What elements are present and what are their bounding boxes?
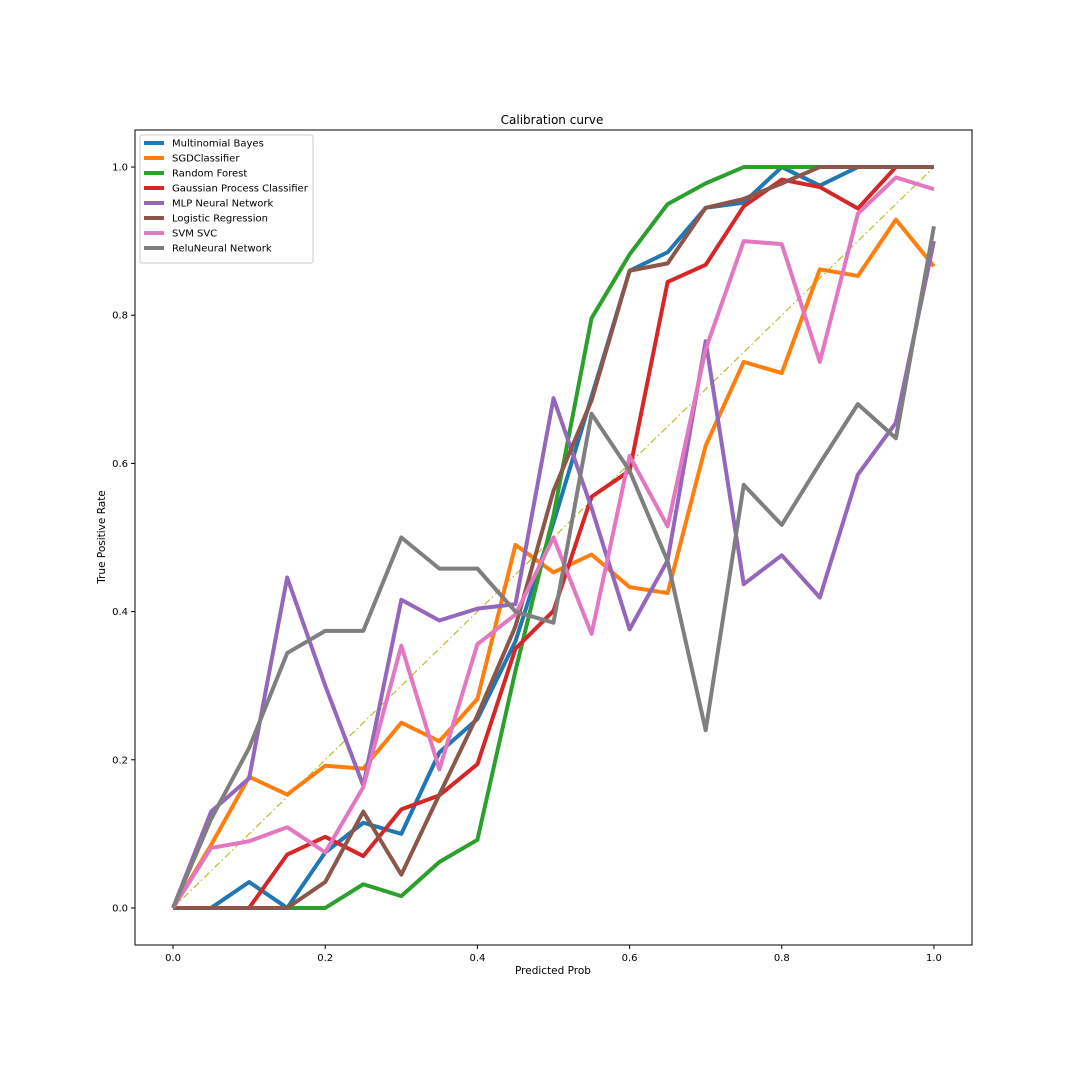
legend-entry: ReluNeural Network [144, 244, 272, 255]
y-tick-label: 0.8 [112, 311, 128, 322]
series-line-logistic-regression [173, 165, 934, 910]
legend-label: SGDClassifier [172, 154, 240, 165]
series-line-gaussian-process-classifier [173, 165, 934, 910]
legend-label: Multinomial Bayes [172, 139, 264, 150]
x-tick-label: 0.0 [165, 953, 181, 964]
legend-entry: Gaussian Process Classifier [144, 184, 309, 195]
y-tick-label: 0.0 [112, 903, 128, 914]
x-tick-label: 0.2 [317, 953, 333, 964]
legend: Multinomial Bayes SGDClassifier Random For… [139, 134, 314, 264]
y-axis-ticks: 0.0 0.2 0.4 0.6 0.8 1.0 [112, 163, 135, 914]
legend-label: Logistic Regression [172, 214, 268, 225]
x-tick-label: 0.4 [469, 953, 485, 964]
y-axis-label: True Positive Rate [96, 490, 108, 585]
series-line-random-forest [173, 165, 934, 910]
legend-entry: Multinomial Bayes [144, 139, 264, 150]
x-tick-label: 0.6 [622, 953, 638, 964]
series-line-reluneural-network [171, 225, 936, 909]
legend-entry: SVM SVC [144, 229, 217, 240]
y-tick-label: 0.6 [112, 459, 128, 470]
axes-frame [134, 129, 973, 946]
series-line-sgdclassifier [171, 217, 936, 909]
x-axis-ticks: 0.0 0.2 0.4 0.6 0.8 1.0 [165, 945, 942, 964]
legend-label: MLP Neural Network [172, 199, 274, 210]
y-tick-label: 1.0 [112, 163, 128, 174]
legend-entry: SGDClassifier [144, 154, 240, 165]
plot-area [171, 165, 936, 910]
x-tick-label: 1.0 [926, 953, 942, 964]
series-line-mlp-neural-network [171, 240, 936, 909]
y-tick-label: 0.2 [112, 755, 128, 766]
legend-label: Random Forest [172, 169, 247, 180]
legend-label: Gaussian Process Classifier [172, 184, 309, 195]
legend-entry: Random Forest [144, 169, 247, 180]
x-tick-label: 0.8 [774, 953, 790, 964]
legend-entry: Logistic Regression [144, 214, 268, 225]
y-tick-label: 0.4 [112, 607, 128, 618]
legend-entry: MLP Neural Network [144, 199, 274, 210]
x-axis-label: Predicted Prob [515, 965, 591, 977]
chart-title: Calibration curve [501, 113, 604, 127]
legend-label: SVM SVC [172, 229, 217, 240]
legend-label: ReluNeural Network [172, 244, 272, 255]
series-line-svm-svc [171, 175, 935, 910]
legend-box [139, 134, 314, 264]
